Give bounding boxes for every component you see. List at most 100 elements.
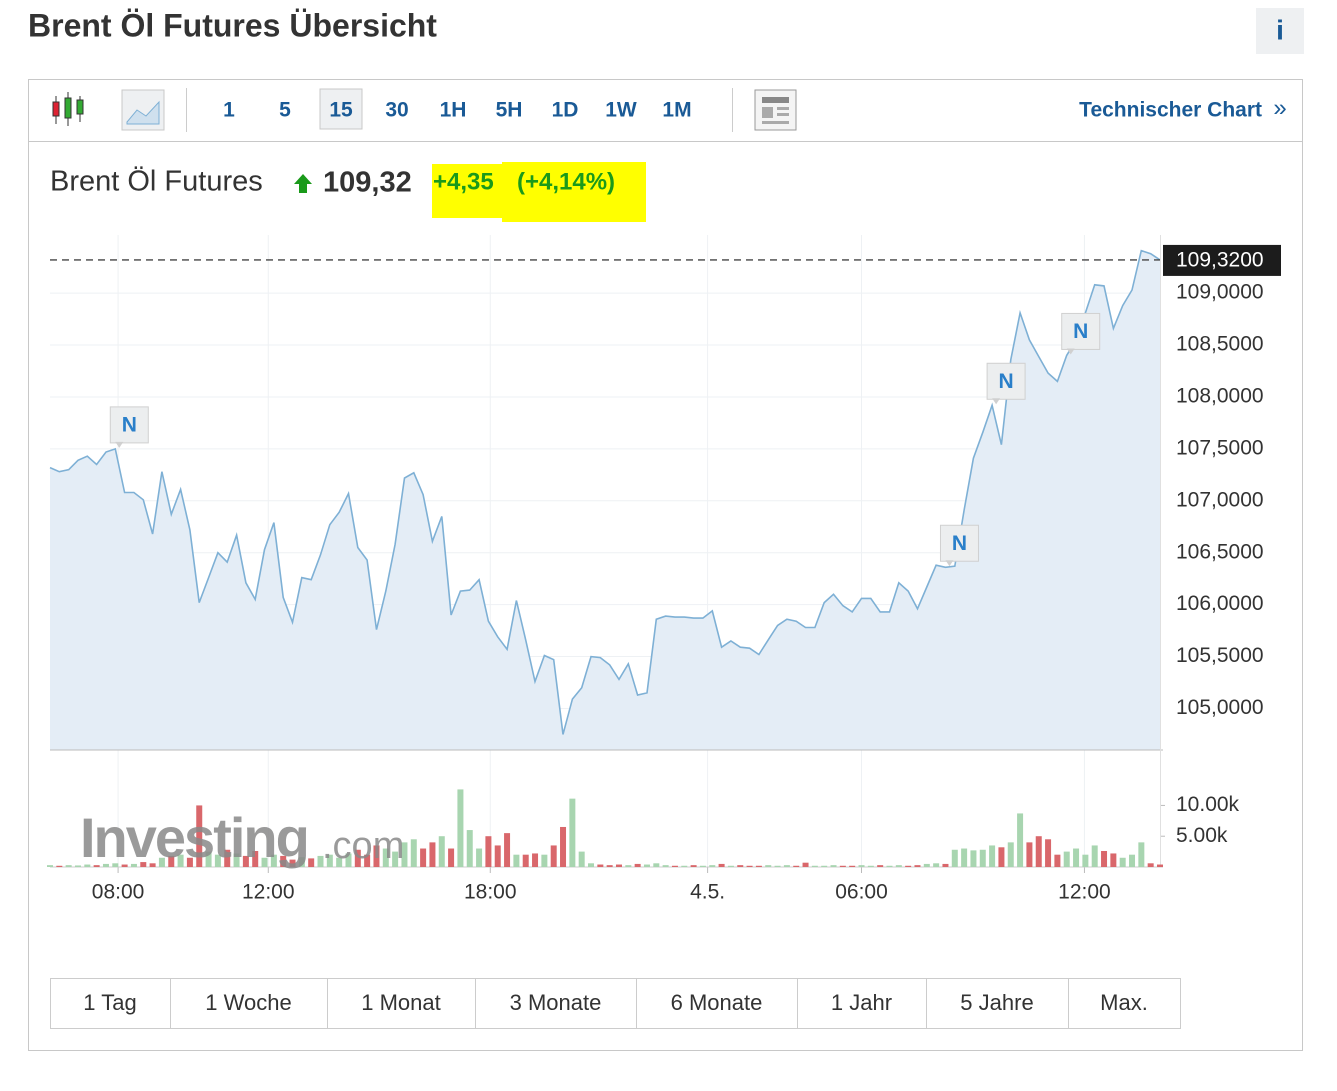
volume-bar [1063, 851, 1070, 867]
volume-bar [1054, 854, 1061, 867]
range-button[interactable] [926, 978, 1069, 1029]
candle-icon[interactable] [52, 92, 84, 126]
news-marker[interactable] [986, 362, 1026, 400]
x-tick-label: 12:00 [242, 881, 295, 904]
volume-bar [895, 865, 902, 867]
news-marker-pointer [115, 441, 124, 448]
volume-bar [354, 849, 361, 867]
link-arrow[interactable]: » [1273, 94, 1286, 121]
range-button-label[interactable]: Max. [1100, 990, 1148, 1015]
news-marker-label[interactable]: N [122, 413, 137, 436]
interval-button[interactable]: 1M [662, 99, 691, 122]
interval-button[interactable]: 1D [552, 99, 579, 122]
news-marker[interactable] [1061, 312, 1101, 350]
interval-button[interactable]: 15 [329, 99, 353, 122]
volume-bar [783, 865, 790, 867]
volume-bar [457, 789, 464, 867]
quote-change: +4,35 [433, 168, 494, 195]
y-tick-label: 108,0000 [1176, 385, 1264, 408]
info-button[interactable] [1256, 8, 1304, 54]
range-button-label[interactable]: 6 Monate [671, 990, 763, 1015]
volume-bar [979, 849, 986, 867]
range-button-label[interactable]: 3 Monate [510, 990, 602, 1015]
x-tick-label: 18:00 [464, 881, 517, 904]
volume-bar [625, 865, 632, 867]
volume-bar [270, 854, 277, 867]
news-icon[interactable] [754, 89, 797, 131]
volume-bar [690, 865, 697, 867]
volume-bar [989, 845, 996, 867]
volume-bar [588, 863, 595, 867]
volume-bar [280, 855, 287, 867]
volume-bar [382, 848, 389, 867]
x-tick-label: 06:00 [835, 881, 888, 904]
widget-frame [28, 79, 1303, 1051]
range-button[interactable] [170, 978, 328, 1029]
news-marker-label[interactable]: N [1073, 320, 1088, 343]
chart: 08:00 12:00 18:00 4.5. 06:00 12:00 105,0000 105… [47, 235, 1281, 904]
news-marker-label[interactable]: N [999, 370, 1014, 393]
range-button[interactable] [797, 978, 927, 1029]
info-icon[interactable]: i [1276, 14, 1284, 45]
volume-bar [849, 865, 856, 867]
news-marker-label[interactable]: N [952, 532, 967, 555]
area-icon[interactable] [126, 100, 160, 125]
volume-bar [839, 865, 846, 867]
volume-bar [504, 833, 511, 867]
volume-bar [74, 865, 81, 867]
interval-button[interactable]: 5H [496, 99, 523, 122]
interval-button[interactable]: 30 [385, 99, 408, 122]
volume-tick-label: 10.00k [1176, 793, 1240, 816]
volume-bar [615, 864, 622, 867]
volume-bar [821, 865, 828, 867]
volume-bar [681, 865, 688, 867]
interval-button[interactable]: 5 [279, 99, 291, 122]
volume-bar [718, 863, 725, 867]
volume-bar [364, 854, 371, 867]
volume-bar [121, 864, 128, 867]
news-marker[interactable] [939, 524, 979, 562]
last-price-box [1163, 244, 1281, 276]
volume-bar [914, 865, 921, 867]
volume-bar [261, 857, 268, 867]
volume-bar [494, 845, 501, 867]
range-button[interactable] [475, 978, 637, 1029]
volume-bar [746, 865, 753, 867]
volume-bar [214, 854, 221, 867]
volume-bar [1129, 854, 1136, 867]
volume-bar [774, 865, 781, 867]
interval-button[interactable]: 1W [605, 99, 637, 122]
range-button-label[interactable]: 1 Tag [83, 990, 136, 1015]
range-button-label[interactable]: 1 Woche [205, 990, 291, 1015]
range-button[interactable] [1068, 978, 1181, 1029]
volume-bar [755, 865, 762, 867]
volume-bar [224, 849, 231, 867]
volume-bar [438, 836, 445, 867]
range-button-label[interactable]: 1 Jahr [831, 990, 892, 1015]
volume-bar [541, 854, 548, 867]
volume-bar [923, 863, 930, 867]
volume-bar [1147, 863, 1154, 867]
range-button[interactable] [636, 978, 798, 1029]
news-marker[interactable] [109, 406, 149, 444]
y-tick-label: 107,5000 [1176, 436, 1264, 459]
volume-bar [877, 865, 884, 867]
volume-bar [56, 865, 63, 867]
technical-chart-link[interactable]: Technischer Chart [1079, 99, 1262, 122]
range-button-label[interactable]: 5 Jahre [960, 990, 1033, 1015]
volume-bar [317, 855, 324, 867]
volume-bar [998, 847, 1005, 867]
volume-bar [476, 848, 483, 867]
volume-bar [308, 858, 315, 867]
volume-bar [93, 865, 100, 867]
volume-bar [1082, 854, 1089, 867]
volume-bar [345, 853, 352, 867]
interval-button[interactable]: 1H [440, 99, 467, 122]
range-button[interactable] [327, 978, 476, 1029]
volume-bar [858, 865, 865, 867]
interval-selected[interactable] [319, 88, 363, 130]
range-button-label[interactable]: 1 Monat [361, 990, 441, 1015]
interval-button[interactable]: 1 [223, 99, 235, 122]
volume-bar [951, 849, 958, 867]
